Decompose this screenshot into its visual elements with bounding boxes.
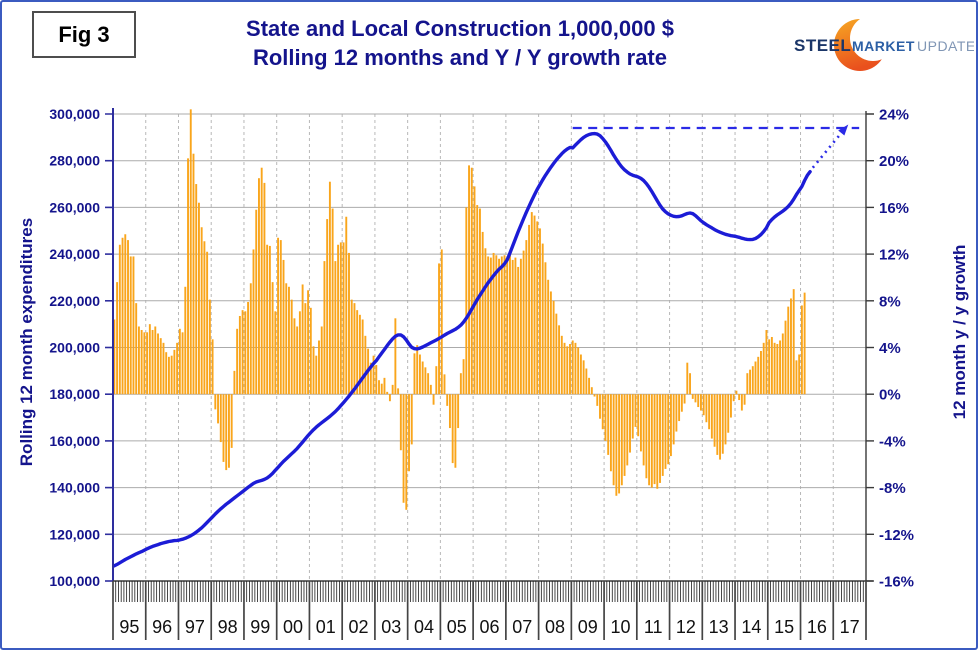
right-tick-label: 24%: [879, 107, 909, 124]
left-tick-label: 100,000: [49, 573, 100, 589]
right-tick-label: 16%: [879, 200, 909, 217]
chart-title: State and Local Construction 1,000,000 $…: [60, 14, 860, 72]
left-tick-label: 280,000: [49, 153, 100, 169]
figure-label-box: Fig 3: [32, 11, 136, 58]
year-label: 04: [414, 617, 434, 637]
gridlines: [113, 113, 866, 581]
right-tick-label: 4%: [879, 340, 901, 357]
year-label: 95: [119, 617, 139, 637]
logo-word-market: MARKET: [852, 38, 915, 54]
year-label: 15: [774, 617, 794, 637]
year-label: 07: [512, 617, 532, 637]
right-tick-label: -16%: [879, 574, 914, 591]
year-label: 12: [676, 617, 696, 637]
left-tick-label: 240,000: [49, 246, 100, 262]
logo-crescent-icon: [834, 15, 896, 71]
year-label: 99: [250, 617, 270, 637]
right-tick-label: 12%: [879, 247, 909, 264]
left-tick-label: 300,000: [49, 106, 100, 122]
right-tick-label: -4%: [879, 433, 906, 450]
year-label: 03: [381, 617, 401, 637]
year-label: 98: [218, 617, 238, 637]
year-label: 14: [741, 617, 761, 637]
chart-title-line1: State and Local Construction 1,000,000 $: [246, 16, 674, 41]
left-tick-label: 200,000: [49, 340, 100, 356]
right-tick-label: 0%: [879, 387, 901, 404]
right-tick-label: 8%: [879, 293, 901, 310]
right-tick-label: -12%: [879, 527, 914, 544]
left-tick-label: 120,000: [49, 526, 100, 542]
year-label: 02: [349, 617, 369, 637]
year-label: 13: [709, 617, 729, 637]
year-label: 96: [152, 617, 172, 637]
left-tick-label: 220,000: [49, 293, 100, 309]
year-label: 10: [610, 617, 630, 637]
year-label: 05: [447, 617, 467, 637]
left-tick-label: 180,000: [49, 386, 100, 402]
left-tick-label: 160,000: [49, 433, 100, 449]
logo-word-steel: STEEL: [794, 36, 851, 55]
projection-arrow: [811, 124, 849, 169]
left-tick-label: 140,000: [49, 480, 100, 496]
left-tick-label: 260,000: [49, 199, 100, 215]
right-tick-label: 20%: [879, 153, 909, 170]
year-label: 11: [644, 617, 663, 637]
right-tick-label: -8%: [879, 480, 906, 497]
chart-title-line2: Rolling 12 months and Y / Y growth rate: [252, 45, 667, 70]
smu-logo: STEEL MARKET UPDATE: [782, 14, 975, 76]
year-label: 09: [578, 617, 598, 637]
year-label: 16: [807, 617, 827, 637]
year-label: 97: [185, 617, 205, 637]
year-label: 17: [840, 617, 860, 637]
logo-word-update: UPDATE: [917, 38, 974, 54]
x-axis: 95 96 97 98 99 00 01 02 03 04 05 06 07 08 09 10 11 12 13 14…: [112, 581, 867, 640]
expenditure-line: [112, 131, 812, 568]
left-axis-ticks: 300,000 280,000 260,000 240,000 220,000 200,0…: [49, 106, 113, 589]
right-axis-ticks: 24% 20% 16% 12% 8% 4% 0% -4% -8% -12% -16%: [866, 107, 914, 591]
year-label: 00: [283, 617, 303, 637]
year-label: 06: [479, 617, 499, 637]
figure-label: Fig 3: [58, 21, 110, 47]
year-label: 08: [545, 617, 565, 637]
growth-bars: [113, 109, 806, 510]
year-label: 01: [316, 617, 336, 637]
